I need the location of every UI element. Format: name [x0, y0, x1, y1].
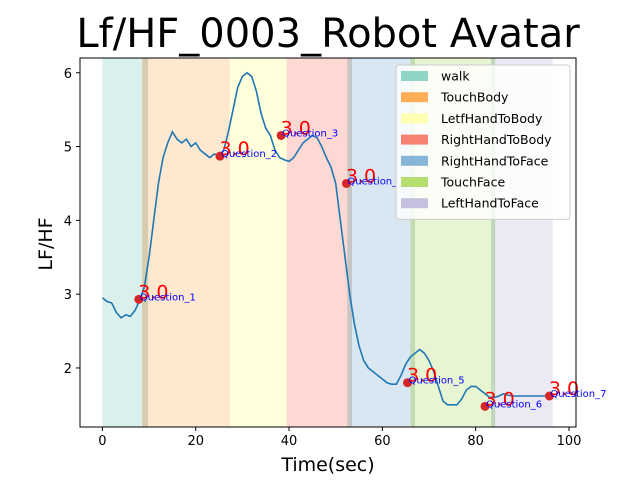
- marker-point: [134, 294, 144, 304]
- score-label: 3.0: [407, 365, 437, 387]
- legend-label: walk: [441, 69, 470, 84]
- y-tick-label: 3: [64, 288, 72, 303]
- marker-point: [215, 151, 225, 161]
- legend-label: TouchFace: [440, 175, 505, 190]
- legend-label: LetfHandToBody: [441, 111, 543, 126]
- marker-point: [544, 391, 554, 401]
- marker-point: [403, 378, 413, 388]
- legend-swatch: [401, 177, 428, 187]
- legend-entry-1: TouchBody: [401, 90, 509, 105]
- legend-label: LeftHandToFace: [441, 196, 539, 211]
- chart-title: Lf/HF_0003_Robot Avatar: [76, 11, 580, 57]
- axes: 0 20 40 60 80 100 2 3 4 5 6: [64, 57, 582, 449]
- score-label: 3.0: [281, 117, 311, 139]
- question-label: Question_: [347, 176, 398, 187]
- legend-box: [395, 64, 571, 220]
- legend-label: RightHandToBody: [441, 132, 552, 147]
- question-label: Question_2: [221, 149, 277, 160]
- x-tick-label: 0: [98, 434, 106, 449]
- activity-span-0: [102, 58, 143, 427]
- activity-span-9: [491, 58, 496, 427]
- x-tick-label: 40: [281, 434, 298, 449]
- x-tick-label: 100: [557, 434, 582, 449]
- activity-span-3: [229, 58, 287, 427]
- activity-spans: [102, 58, 553, 427]
- activity-span-4: [286, 58, 348, 427]
- y-tick-label: 5: [64, 141, 72, 156]
- legend-entry-6: LeftHandToFace: [401, 196, 539, 211]
- activity-span-1: [142, 58, 149, 427]
- legend-entry-0: walk: [401, 69, 470, 84]
- legend-entry-4: RightHandToFace: [401, 153, 549, 168]
- legend-swatch: [401, 198, 428, 209]
- question-label: Question_3: [282, 128, 338, 139]
- legend: walk TouchBody LetfHandToBody RightHandToBo…: [395, 64, 571, 220]
- x-tick-label: 20: [187, 434, 204, 449]
- y-axis-label: LF/HF: [35, 217, 57, 270]
- plot-frame: [79, 57, 577, 428]
- score-label: 3.0: [485, 388, 515, 410]
- legend-entry-2: LetfHandToBody: [401, 111, 543, 126]
- score-label: 3.0: [219, 138, 249, 160]
- legend-swatch: [401, 134, 428, 145]
- score-label: 3.0: [346, 165, 376, 187]
- x-axis-label: Time(sec): [280, 454, 374, 476]
- y-tick-label: 4: [64, 214, 72, 229]
- y-tick-label: 2: [64, 362, 72, 377]
- marker-point: [480, 401, 490, 411]
- marker-point: [341, 178, 351, 188]
- legend-entry-5: TouchFace: [401, 175, 505, 190]
- x-tick-label: 80: [467, 434, 484, 449]
- legend-label: TouchBody: [440, 90, 509, 105]
- y-tick-label: 6: [64, 67, 72, 82]
- legend-label: RightHandToFace: [441, 153, 549, 168]
- question-label: Question_1: [140, 292, 196, 303]
- score-label: 3.0: [549, 378, 579, 400]
- question-label: Question_7: [550, 389, 606, 400]
- activity-span-2: [148, 58, 230, 427]
- series-line-layer: [101, 71, 551, 406]
- legend-swatch: [401, 113, 428, 124]
- question-label: Question_5: [409, 376, 465, 387]
- legend-entry-3: RightHandToBody: [401, 132, 552, 147]
- activity-span-5: [347, 58, 353, 427]
- legend-swatch: [401, 155, 428, 166]
- question-markers: 3.0Question_13.0Question_23.0Question_33…: [134, 117, 606, 411]
- activity-span-7: [410, 58, 416, 427]
- score-label: 3.0: [138, 281, 168, 303]
- series-line-0: [101, 71, 551, 406]
- x-tick-label: 60: [374, 434, 391, 449]
- legend-swatch: [401, 71, 428, 81]
- question-label: Question_6: [486, 399, 542, 410]
- legend-swatch: [401, 92, 428, 103]
- marker-point: [276, 130, 286, 140]
